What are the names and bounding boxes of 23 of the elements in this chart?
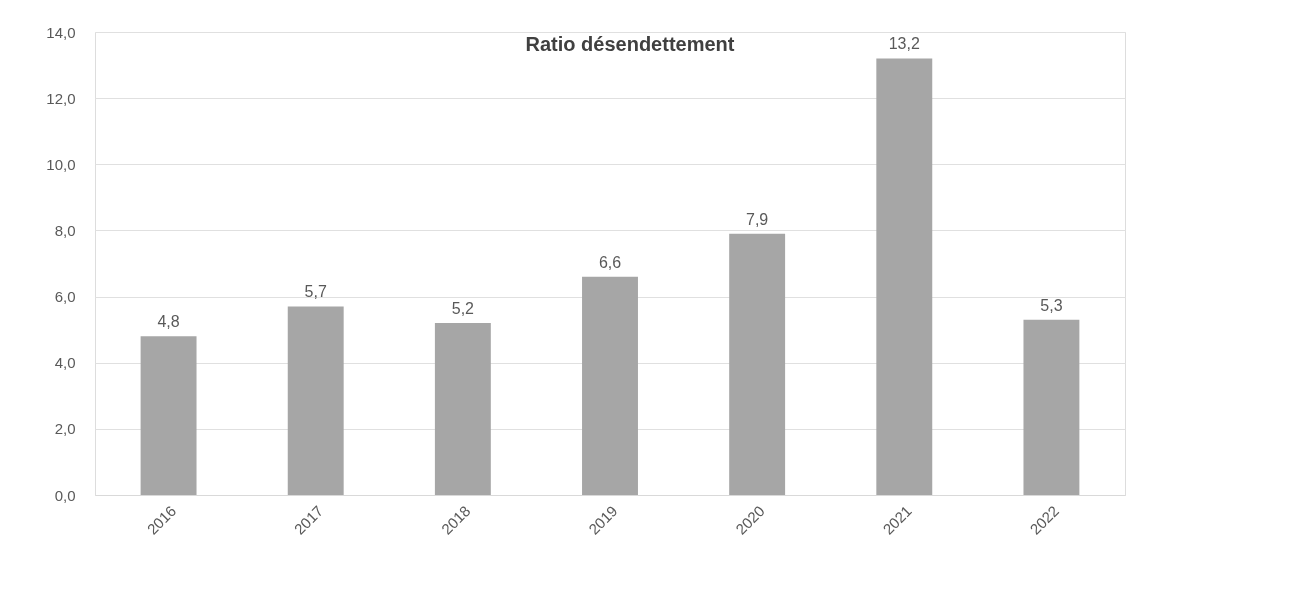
y-tick-label: 8,0 — [54, 221, 76, 239]
y-tick-label: 2,0 — [54, 420, 76, 438]
y-tick-label: 10,0 — [46, 155, 76, 173]
chart-title: Ratio désendettement — [525, 33, 735, 55]
data-label: 5,3 — [1040, 296, 1063, 314]
data-label: 4,8 — [157, 313, 180, 331]
y-tick-label: 14,0 — [46, 23, 76, 41]
data-label: 13,2 — [888, 35, 920, 53]
bar — [140, 336, 197, 495]
data-label: 5,2 — [451, 300, 475, 318]
y-tick-label: 4,0 — [54, 354, 76, 372]
y-tick-label: 12,0 — [46, 89, 76, 107]
data-label: 6,6 — [598, 253, 622, 271]
data-label: 7,9 — [746, 210, 769, 228]
data-label: 5,7 — [304, 283, 327, 301]
bar — [876, 58, 933, 495]
bar — [582, 276, 638, 495]
bar — [729, 233, 786, 495]
y-tick-label: 0,0 — [54, 486, 76, 504]
bar — [287, 306, 344, 495]
y-tick-label: 6,0 — [54, 288, 76, 306]
bar — [434, 323, 491, 495]
bar — [1023, 319, 1080, 495]
